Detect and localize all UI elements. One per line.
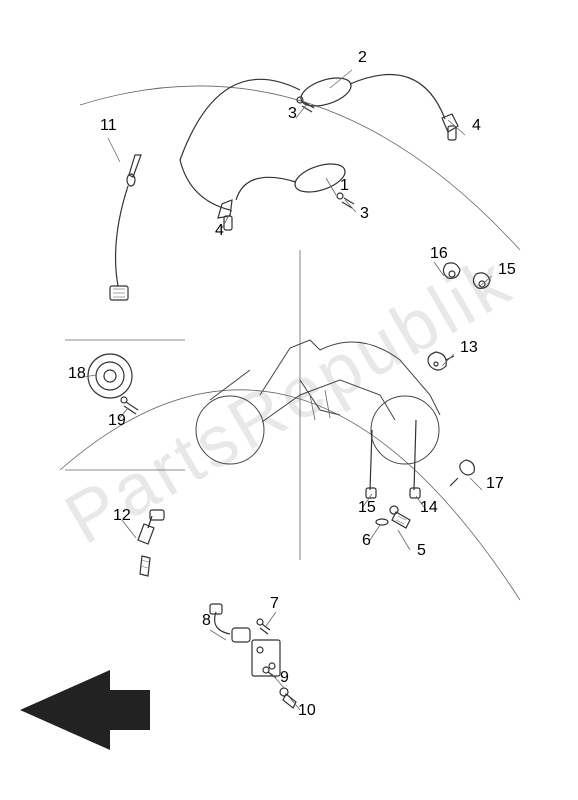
ties-clips [366,420,474,498]
callout-11: 11 [100,117,117,134]
switch-12 [138,510,164,576]
callout-9: 9 [280,669,289,686]
leader-line [330,70,352,88]
leader-line [296,105,306,118]
ignition-coil-assembly [180,73,458,230]
clips-15-16 [443,263,490,288]
callout-15: 15 [358,499,376,516]
bolt-5-washer-6 [376,506,410,528]
leader-line [434,262,444,276]
section-arc [80,86,520,250]
callout-19: 19 [108,412,126,429]
section-arc [60,390,520,600]
callout-6: 6 [362,532,371,549]
part-sensor-11 [110,155,141,300]
callout-15: 15 [498,261,516,278]
callout-14: 14 [420,499,438,516]
callout-18: 18 [68,365,86,382]
callout-numbers: 123344567891011121314151516171819 [68,49,516,719]
leader-line [370,525,380,540]
callout-1: 1 [340,177,349,194]
horn-18 [88,354,138,414]
leader-lines [78,70,492,710]
motorcycle-outline [196,340,440,464]
callout-2: 2 [358,49,367,66]
callout-8: 8 [202,612,211,629]
parts-diagram: 123344567891011121314151516171819 [0,0,578,800]
callout-4: 4 [472,117,481,134]
callout-3: 3 [288,105,297,122]
leader-line [470,478,482,490]
callout-13: 13 [460,339,478,356]
callout-17: 17 [486,475,504,492]
bracket-assembly [210,604,296,708]
callout-5: 5 [417,542,426,559]
callout-4: 4 [215,222,224,239]
callout-12: 12 [113,507,131,524]
direction-arrow [20,670,150,750]
leader-line [108,138,120,162]
callout-16: 16 [430,245,448,262]
callout-7: 7 [270,595,279,612]
callout-3: 3 [360,205,369,222]
leader-line [326,178,336,195]
callout-10: 10 [298,702,316,719]
leader-line [398,530,410,550]
leader-line [266,612,276,626]
clamp-13 [428,352,454,370]
